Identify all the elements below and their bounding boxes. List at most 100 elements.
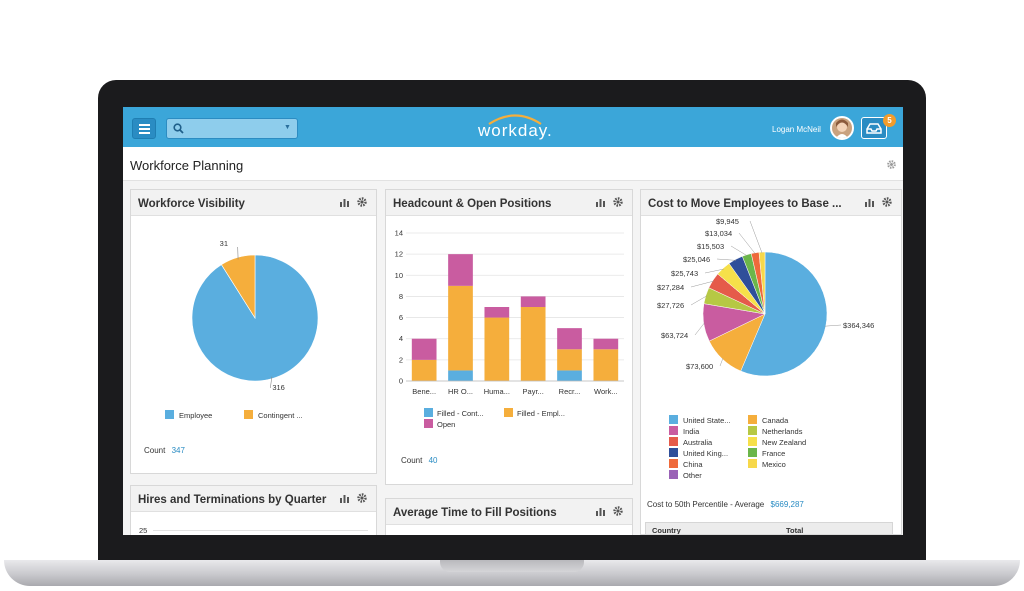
legend-swatch[interactable] (669, 470, 678, 479)
inbox-button[interactable] (861, 117, 887, 139)
pie-value-label: $15,503 (697, 242, 724, 251)
panel-title: Headcount & Open Positions (393, 198, 552, 210)
chart-icon[interactable] (595, 505, 607, 517)
panel-actions (595, 505, 624, 517)
cost-label: Cost to 50th Percentile - Average (647, 500, 765, 509)
bar-segment-0-4[interactable] (557, 370, 582, 381)
legend-swatch[interactable] (748, 448, 757, 457)
legend-swatch[interactable] (669, 415, 678, 424)
chart-icon[interactable] (339, 196, 351, 208)
gear-icon[interactable] (886, 159, 897, 170)
app-screen: ▼ workday. Logan McNeil (123, 107, 903, 535)
legend-label[interactable]: United King... (683, 449, 728, 458)
chart-icon[interactable] (864, 196, 876, 208)
legend-swatch[interactable] (669, 459, 678, 468)
bar-segment-1-5[interactable] (593, 349, 619, 381)
user-name[interactable]: Logan McNeil (772, 125, 821, 134)
legend-label[interactable]: Employee (179, 411, 212, 420)
bar-segment-1-0[interactable] (411, 359, 437, 381)
legend-label[interactable]: Filled - Cont... (437, 409, 484, 418)
user-photo-icon (832, 118, 852, 138)
pie-value-label: $364,346 (843, 321, 874, 330)
headcount-bar-chart: 0 2 4 6 8 10 12 14 Bene... HR O... Huma... Payr... R… (395, 229, 624, 429)
chart-icon[interactable] (595, 196, 607, 208)
legend-label[interactable]: Australia (683, 438, 713, 447)
workforce-pie-chart: 316 31 Employee Contingent ... (165, 239, 319, 420)
gear-icon[interactable] (612, 196, 624, 208)
pie-leader-line (824, 324, 842, 327)
legend-swatch[interactable] (748, 459, 757, 468)
bar-segment-1-1[interactable] (448, 285, 473, 371)
pie-value-label: $27,726 (657, 301, 684, 310)
legend-label[interactable]: New Zealand (762, 438, 806, 447)
cost-value[interactable]: $669,287 (770, 500, 804, 509)
gear-icon[interactable] (612, 505, 624, 517)
column-header-country[interactable]: Country (652, 526, 681, 535)
pie-leader-line (738, 232, 756, 254)
y-tick-label: 4 (399, 334, 403, 343)
x-tick-label: HR O... (448, 387, 473, 396)
gear-icon[interactable] (356, 196, 368, 208)
pie-value-label: $13,034 (705, 229, 732, 238)
legend-label[interactable]: China (683, 460, 703, 469)
legend-label[interactable]: Canada (762, 416, 789, 425)
pie-slice-0[interactable] (740, 251, 828, 377)
table-header: Country Total (645, 522, 893, 535)
legend-label[interactable]: Contingent ... (258, 411, 303, 420)
gridline (153, 530, 368, 531)
x-tick-label: Bene... (412, 387, 436, 396)
bar-segment-1-2[interactable] (484, 317, 510, 381)
bar-segment-2-5[interactable] (593, 338, 619, 350)
menu-button[interactable] (132, 118, 156, 139)
legend-label[interactable]: Open (437, 420, 455, 429)
bar-segment-0-1[interactable] (448, 370, 473, 381)
legend-label[interactable]: Mexico (762, 460, 786, 469)
legend-swatch[interactable] (424, 408, 433, 417)
legend-swatch[interactable] (165, 410, 174, 419)
legend-label[interactable]: Other (683, 471, 702, 480)
cost-panel: Cost to Move Employees to Base ... $364,… (640, 189, 902, 535)
legend-swatch[interactable] (748, 426, 757, 435)
bar-segment-1-3[interactable] (520, 307, 546, 381)
pie-slice-1[interactable] (221, 254, 256, 320)
pie-value-label: 31 (220, 239, 228, 248)
legend-label[interactable]: United State... (683, 416, 731, 425)
search-input[interactable]: ▼ (166, 118, 298, 139)
bar-segment-2-1[interactable] (448, 254, 473, 286)
gear-icon[interactable] (356, 492, 368, 504)
pie-value-label: $73,600 (686, 362, 713, 371)
hamburger-icon-line (139, 132, 150, 134)
legend-swatch[interactable] (424, 419, 433, 428)
count-value[interactable]: 40 (428, 456, 438, 465)
pie-slice-9[interactable] (758, 251, 766, 315)
bar-segment-1-4[interactable] (557, 349, 582, 371)
pie-value-label: $63,724 (661, 331, 688, 340)
column-header-total[interactable]: Total (786, 526, 804, 535)
count-value[interactable]: 347 (171, 446, 185, 455)
avatar[interactable] (830, 116, 854, 140)
legend-swatch[interactable] (669, 426, 678, 435)
chevron-down-icon[interactable]: ▼ (284, 124, 291, 131)
legend-swatch[interactable] (748, 415, 757, 424)
count-label: Count (144, 446, 166, 455)
gear-icon[interactable] (881, 196, 893, 208)
search-icon (173, 123, 184, 134)
legend-swatch[interactable] (244, 410, 253, 419)
legend-swatch[interactable] (669, 448, 678, 457)
count-label: Count (401, 456, 423, 465)
legend-swatch[interactable] (748, 437, 757, 446)
legend-label[interactable]: France (762, 449, 785, 458)
bar-segment-2-0[interactable] (411, 338, 437, 360)
inbox-icon (866, 123, 882, 134)
chart-icon[interactable] (339, 492, 351, 504)
legend-label[interactable]: Netherlands (762, 427, 803, 436)
panel-actions (864, 196, 893, 208)
legend-label[interactable]: Filled - Empl... (517, 409, 565, 418)
hamburger-icon-line (139, 128, 150, 130)
legend-label[interactable]: India (683, 427, 700, 436)
bar-segment-2-2[interactable] (484, 307, 510, 318)
bar-segment-2-3[interactable] (520, 296, 546, 307)
bar-segment-2-4[interactable] (557, 328, 582, 350)
legend-swatch[interactable] (504, 408, 513, 417)
legend-swatch[interactable] (669, 437, 678, 446)
